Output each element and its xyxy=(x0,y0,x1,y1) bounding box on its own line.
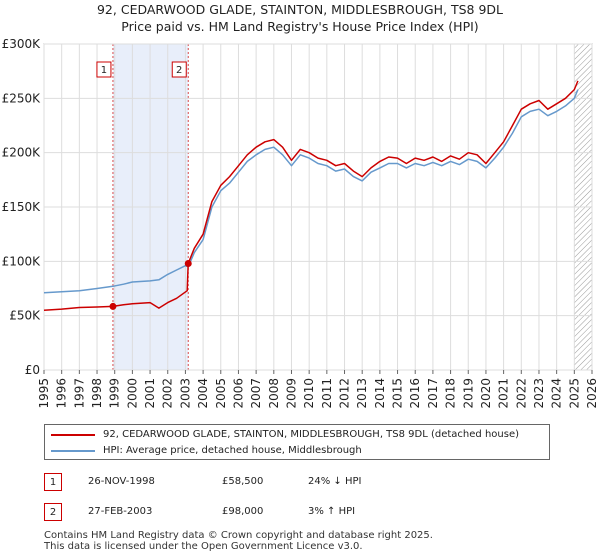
footer-line-1: Contains HM Land Registry data © Crown c… xyxy=(44,530,433,541)
x-tick-label: 2026 xyxy=(585,378,599,409)
x-tick-label: 2006 xyxy=(231,378,245,409)
transaction-marker xyxy=(184,260,192,268)
price-chart: £0 £50K £100K £150K £200K £250K £300K 1995 1996… xyxy=(2,37,599,409)
legend: 92, CEDARWOOD GLADE, STAINTON, MIDDLESBR… xyxy=(44,424,550,460)
x-tick-label: 2010 xyxy=(302,378,316,409)
x-tick-label: 2024 xyxy=(550,378,564,409)
transaction-label-number: 2 xyxy=(176,65,182,76)
x-tick-label: 1996 xyxy=(55,378,69,409)
x-tick-label: 2001 xyxy=(143,378,157,409)
transaction-hpi-relation: 24% ↓ HPI xyxy=(308,476,362,487)
x-tick-label: 2018 xyxy=(444,378,458,409)
transaction-date: 27-FEB-2003 xyxy=(88,506,153,517)
y-tick-label: £50K xyxy=(9,309,41,323)
x-tick-label: 2020 xyxy=(479,378,493,409)
y-tick-label: £250K xyxy=(2,91,42,105)
x-tick-label: 1995 xyxy=(37,378,51,409)
x-tick-label: 2011 xyxy=(320,378,334,409)
x-tick-label: 1998 xyxy=(90,378,104,409)
transaction-badge: 2 xyxy=(44,503,62,521)
x-tick-label: 2015 xyxy=(391,378,405,409)
legend-swatch-property xyxy=(51,434,95,436)
x-tick-label: 2008 xyxy=(267,378,281,409)
transaction-price: £58,500 xyxy=(222,476,264,487)
legend-label-hpi: HPI: Average price, detached house, Midd… xyxy=(103,445,362,456)
x-tick-label: 2012 xyxy=(338,378,352,409)
y-tick-label: £150K xyxy=(2,200,42,214)
x-tick-label: 1999 xyxy=(108,378,122,409)
x-tick-label: 2014 xyxy=(373,378,387,409)
x-tick-label: 2009 xyxy=(284,378,298,409)
footer: Contains HM Land Registry data © Crown c… xyxy=(44,530,433,552)
chart-subtitle: Price paid vs. HM Land Registry's House … xyxy=(121,19,479,34)
transaction-marker xyxy=(109,302,117,310)
transaction-price: £98,000 xyxy=(222,506,264,517)
x-tick-label: 2013 xyxy=(355,378,369,409)
transaction-badge: 1 xyxy=(44,473,62,491)
hpi-line xyxy=(43,89,579,294)
transaction-label-box xyxy=(171,61,187,78)
y-tick-label: £200K xyxy=(2,146,42,160)
legend-swatch-hpi xyxy=(51,450,95,452)
x-tick-label: 2004 xyxy=(196,378,210,409)
x-tick-label: 2019 xyxy=(461,378,475,409)
transaction-label-number: 1 xyxy=(101,65,107,76)
x-tick-label: 2002 xyxy=(161,378,175,409)
x-tick-label: 2022 xyxy=(514,378,528,409)
x-tick-label: 2000 xyxy=(125,378,139,409)
transaction-hpi-relation: 3% ↑ HPI xyxy=(308,506,356,517)
x-tick-label: 2025 xyxy=(567,378,581,409)
legend-label-property: 92, CEDARWOOD GLADE, STAINTON, MIDDLESBR… xyxy=(103,429,520,440)
x-tick-label: 2003 xyxy=(178,378,192,409)
y-tick-label: £100K xyxy=(2,254,42,268)
x-tick-label: 2021 xyxy=(497,378,511,409)
footer-line-2: This data is licensed under the Open Gov… xyxy=(44,540,363,552)
y-tick-label: £300K xyxy=(2,37,42,51)
chart-title: 92, CEDARWOOD GLADE, STAINTON, MIDDLESBR… xyxy=(96,2,503,17)
x-tick-label: 2005 xyxy=(214,378,228,409)
x-tick-label: 2017 xyxy=(426,378,440,409)
transaction-date: 26-NOV-1998 xyxy=(88,476,155,487)
y-tick-label: £0 xyxy=(25,363,40,377)
x-tick-label: 2016 xyxy=(408,378,422,409)
transaction-label-box xyxy=(96,61,112,78)
x-tick-label: 1997 xyxy=(72,378,86,409)
x-tick-label: 2023 xyxy=(532,378,546,409)
property-price-line xyxy=(43,80,579,311)
x-tick-label: 2007 xyxy=(249,378,263,409)
